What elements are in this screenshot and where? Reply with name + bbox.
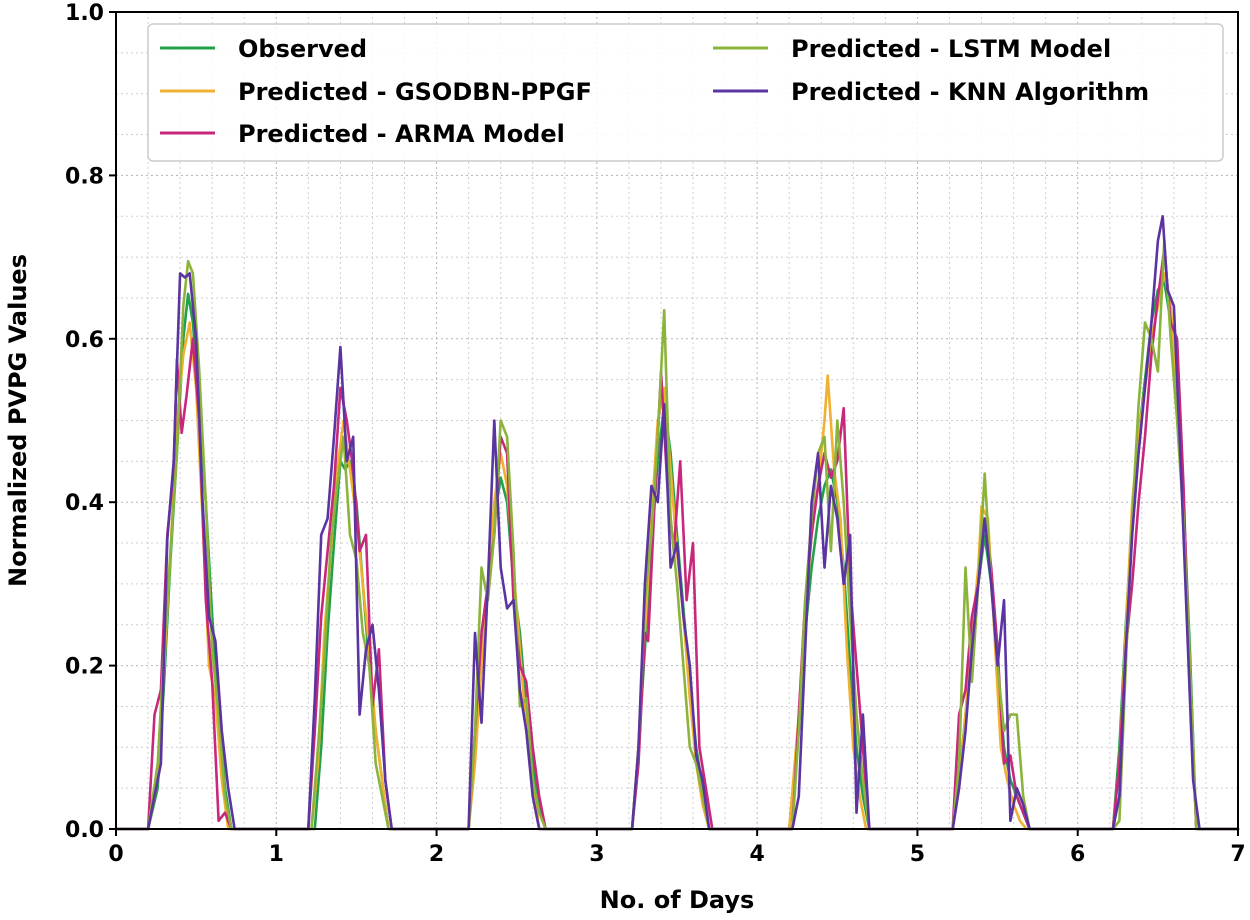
x-tick-label: 7 — [1230, 842, 1245, 867]
x-tick-label: 0 — [108, 842, 123, 867]
x-tick-label: 6 — [1070, 842, 1085, 867]
x-tick-label: 2 — [429, 842, 444, 867]
x-tick-label: 1 — [269, 842, 284, 867]
y-axis-title: Normalized PVPG Values — [4, 254, 32, 587]
plot-frame — [115, 11, 1239, 830]
y-tick-label: 0.6 — [65, 328, 104, 353]
y-tick-label: 0.2 — [65, 655, 104, 680]
y-tick-label: 0.4 — [65, 491, 104, 516]
legend-label: Predicted - ARMA Model — [238, 120, 565, 148]
legend-label: Predicted - GSODBN-PPGF — [238, 78, 592, 106]
y-tick-label: 0.0 — [65, 818, 104, 843]
tick-labels: 0 1 2 3 4 5 6 7 0.0 0.2 0.4 0.6 0.8 1.0 — [65, 1, 1246, 867]
legend-label: Observed — [238, 35, 367, 63]
ticks — [109, 11, 1239, 836]
legend: Observed Predicted - GSODBN-PPGF Predicted… — [147, 23, 1224, 162]
legend-label: Predicted - KNN Algorithm — [791, 78, 1149, 106]
y-tick-label: 1.0 — [65, 1, 104, 26]
legend-box — [147, 23, 1224, 162]
series-line-predicted-lstm-model — [114, 239, 1240, 831]
x-tick-label: 5 — [910, 842, 925, 867]
x-tick-label: 4 — [749, 842, 764, 867]
y-tick-label: 0.8 — [65, 164, 104, 189]
x-tick-label: 3 — [589, 842, 604, 867]
x-axis-title: No. of Days — [600, 886, 755, 914]
legend-label: Predicted - LSTM Model — [791, 35, 1111, 63]
